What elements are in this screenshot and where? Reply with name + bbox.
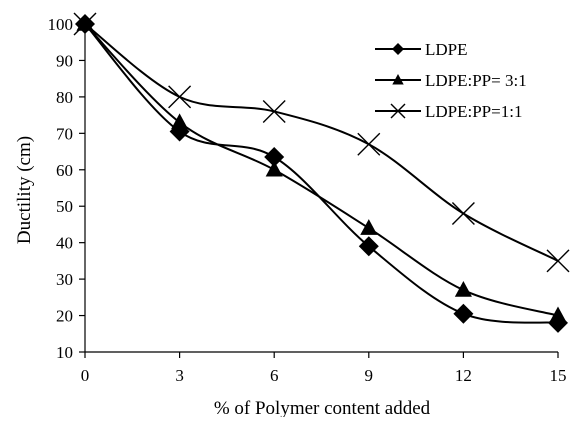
ticks: 10 20 30 40 50 60 70 80 90 100 0 3 6 9 12 15 [48, 15, 567, 385]
y-tick-label: 90 [56, 51, 73, 70]
legend-marker [390, 103, 406, 119]
series-line [84, 23, 559, 317]
x-tick-label: 12 [455, 366, 472, 385]
legend-marker [392, 74, 404, 85]
legend-label: LDPE [425, 40, 468, 59]
x-tick-label: 3 [175, 366, 184, 385]
data-point [264, 147, 285, 168]
legend: LDPE LDPE:PP= 3:1 LDPE:PP=1:1 [375, 40, 527, 121]
legend-item: LDPE:PP=1:1 [375, 102, 522, 121]
legend-item: LDPE:PP= 3:1 [375, 71, 527, 90]
data-point [73, 12, 97, 36]
y-tick-label: 70 [56, 124, 73, 143]
series-line [84, 23, 559, 324]
axes [84, 24, 558, 353]
y-tick-label: 30 [56, 270, 73, 289]
y-tick-label: 80 [56, 88, 73, 107]
legend-item: LDPE [375, 40, 468, 59]
y-tick-label: 100 [48, 15, 74, 34]
data-point [171, 113, 189, 130]
legend-marker [392, 43, 404, 55]
legend-label: LDPE:PP= 3:1 [425, 71, 527, 90]
x-tick-label: 0 [81, 366, 90, 385]
y-axis-title: Ductility (cm) [14, 136, 35, 244]
data-point [454, 281, 472, 297]
y-tick-label: 60 [56, 161, 73, 180]
x-axis-title: % of Polymer content added [214, 398, 431, 417]
series-x [73, 12, 570, 273]
y-tick-label: 50 [56, 197, 73, 216]
series-line [84, 23, 559, 262]
y-tick-label: 40 [56, 234, 73, 253]
series-diamond [75, 14, 568, 333]
legend-label: LDPE:PP=1:1 [425, 102, 522, 121]
x-tick-label: 9 [365, 366, 374, 385]
data-point [357, 132, 381, 156]
data-point [549, 306, 567, 323]
data-point [265, 160, 283, 177]
y-tick-label: 20 [56, 307, 73, 326]
y-tick-label: 10 [56, 343, 73, 362]
data-point [451, 202, 475, 226]
x-tick-label: 15 [550, 366, 567, 385]
data-point [360, 219, 378, 235]
data-point [546, 249, 570, 273]
series-triangle [76, 15, 567, 323]
data-point [453, 303, 474, 324]
data-point [262, 99, 286, 123]
series [73, 12, 570, 333]
data-point [168, 85, 192, 109]
x-tick-label: 6 [270, 366, 279, 385]
data-point [358, 236, 379, 257]
